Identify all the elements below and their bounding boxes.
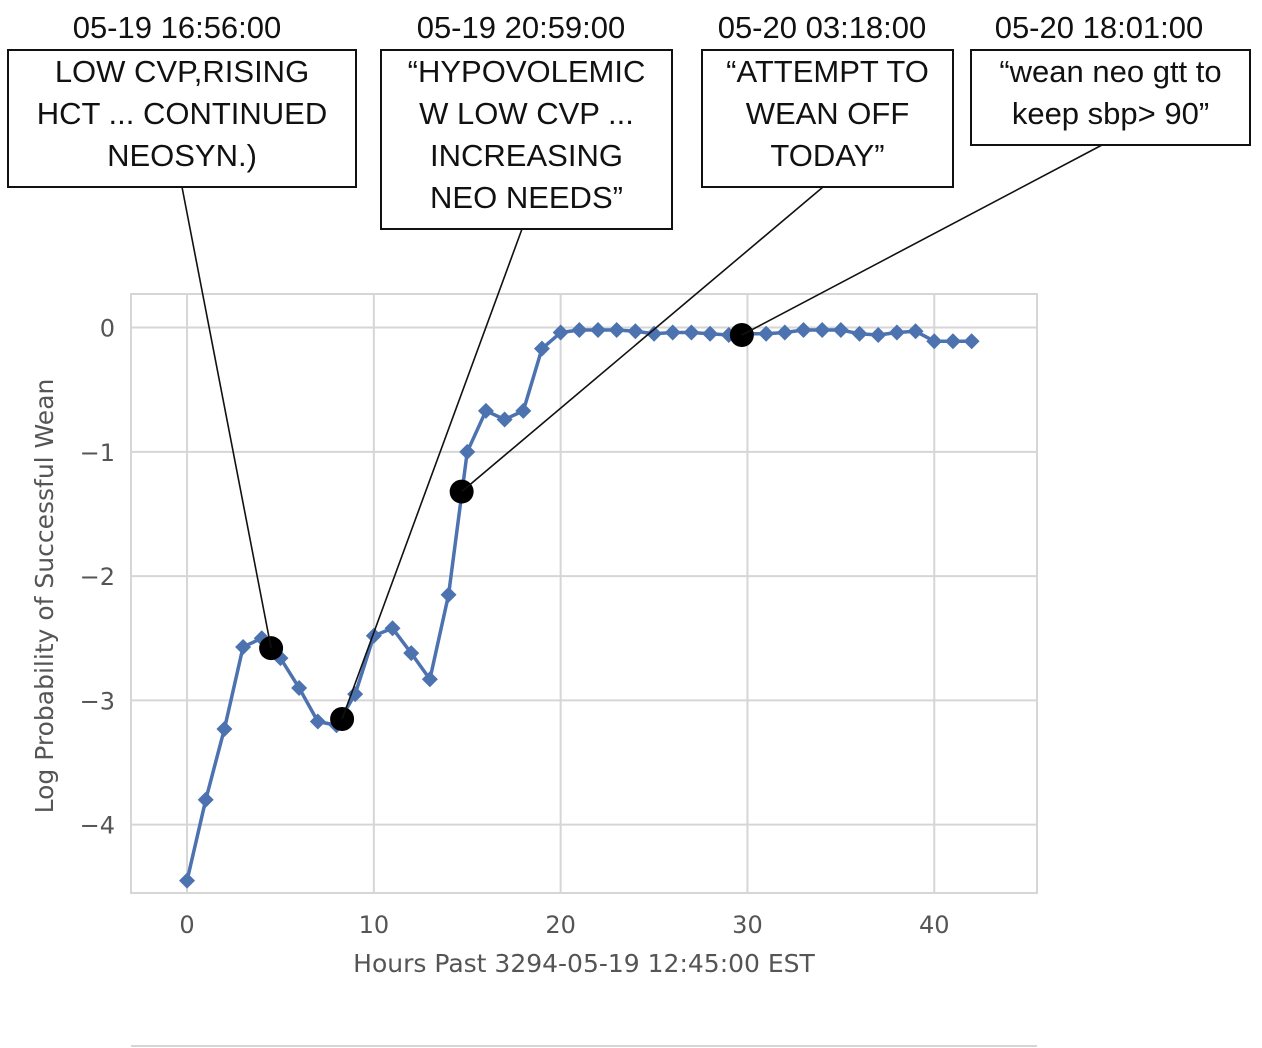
- data-point: [926, 333, 943, 350]
- data-point: [758, 325, 775, 342]
- data-point: [907, 323, 924, 340]
- annotation-text: “ATTEMPT TO: [726, 54, 929, 89]
- data-point: [384, 620, 401, 637]
- data-point: [235, 638, 252, 655]
- data-point: [533, 340, 550, 357]
- data-point: [888, 324, 905, 341]
- data-point: [515, 402, 532, 419]
- annotation-text: “wean neo gtt to: [999, 54, 1221, 89]
- annotations: 05-19 16:56:00 LOW CVP,RISING HCT ... CONT…: [7, 10, 1251, 230]
- y-tick-label: 0: [100, 315, 115, 343]
- data-point: [776, 324, 793, 341]
- data-point: [440, 586, 457, 603]
- x-tick-label: 40: [919, 911, 950, 939]
- annotation-text: TODAY”: [770, 138, 884, 173]
- data-point: [870, 327, 887, 344]
- annotation-2: 05-19 20:59:00 “HYPOVOLEMIC W LOW CVP ... I…: [380, 10, 673, 230]
- y-tick-label: −2: [80, 563, 115, 591]
- annotation-text: W LOW CVP ...: [419, 96, 634, 131]
- data-point: [347, 686, 364, 703]
- data-point: [552, 324, 569, 341]
- annotation-timestamp: 05-20 18:01:00: [995, 10, 1204, 45]
- annotation-box: [380, 49, 673, 230]
- annotation-text: “HYPOVOLEMIC: [408, 54, 646, 89]
- annotation-timestamp: 05-19 16:56:00: [73, 10, 282, 45]
- data-point: [477, 402, 494, 419]
- y-axis-label: Log Probability of Successful Wean: [30, 379, 59, 814]
- annotation-leaders: [181, 144, 1103, 720]
- annotation-box: [7, 49, 357, 188]
- data-point: [459, 443, 476, 460]
- annotation-box: [701, 49, 954, 188]
- annotation-timestamp: 05-19 20:59:00: [417, 10, 626, 45]
- annotation-text: LOW CVP,RISING: [55, 54, 309, 89]
- x-tick-label: 30: [732, 911, 763, 939]
- annotation-timestamp: 05-20 03:18:00: [718, 10, 927, 45]
- annotation-box: [970, 49, 1251, 146]
- data-point: [403, 645, 420, 662]
- annotation-text: keep sbp> 90”: [1012, 96, 1209, 131]
- data-point: [365, 627, 382, 644]
- data-point: [963, 333, 980, 350]
- data-point: [496, 411, 513, 428]
- data-point: [291, 679, 308, 696]
- annotation-text: NEO NEEDS”: [430, 180, 623, 215]
- data-point: [571, 322, 588, 339]
- data-point: [590, 322, 607, 339]
- y-tick-label: −3: [80, 687, 115, 715]
- data-point: [702, 325, 719, 342]
- x-tick-label: 0: [179, 911, 194, 939]
- annotation-leader: [461, 186, 824, 493]
- data-point: [832, 322, 849, 339]
- annotation-text: NEOSYN.): [107, 138, 257, 173]
- plot-area: 0 10 20 30 40 0 −1 −2 −3 −4: [80, 293, 1038, 1047]
- annotation-1: 05-19 16:56:00 LOW CVP,RISING HCT ... CONT…: [7, 10, 357, 188]
- data-point: [627, 323, 644, 340]
- annotation-3: 05-20 03:18:00 “ATTEMPT TO WEAN OFF TODAY”: [701, 10, 954, 188]
- data-point: [309, 713, 326, 730]
- data-point: [851, 325, 868, 342]
- data-point: [814, 322, 831, 339]
- data-point: [646, 325, 663, 342]
- data-point: [683, 324, 700, 341]
- x-axis-label: Hours Past 3294-05-19 12:45:00 EST: [353, 949, 815, 978]
- annotation-text: INCREASING: [430, 138, 623, 173]
- annotation-text: WEAN OFF: [746, 96, 910, 131]
- annotation-text: HCT ... CONTINUED: [37, 96, 328, 131]
- x-tick-label: 10: [359, 911, 390, 939]
- data-point: [795, 322, 812, 339]
- data-point: [944, 333, 961, 350]
- y-tick-label: −4: [80, 812, 115, 840]
- y-tick-label: −1: [80, 439, 115, 467]
- data-point: [179, 872, 196, 889]
- data-point: [216, 720, 233, 737]
- annotation-leader: [341, 228, 523, 720]
- plot-frame: [130, 293, 1038, 894]
- data-point: [664, 324, 681, 341]
- x-tick-label: 20: [545, 911, 576, 939]
- data-point: [608, 322, 625, 339]
- annotation-4: 05-20 18:01:00 “wean neo gtt to keep sbp> …: [970, 10, 1251, 146]
- annotation-leader: [741, 144, 1103, 336]
- data-point: [197, 791, 214, 808]
- data-point: [421, 671, 438, 688]
- annotation-leader: [181, 186, 272, 649]
